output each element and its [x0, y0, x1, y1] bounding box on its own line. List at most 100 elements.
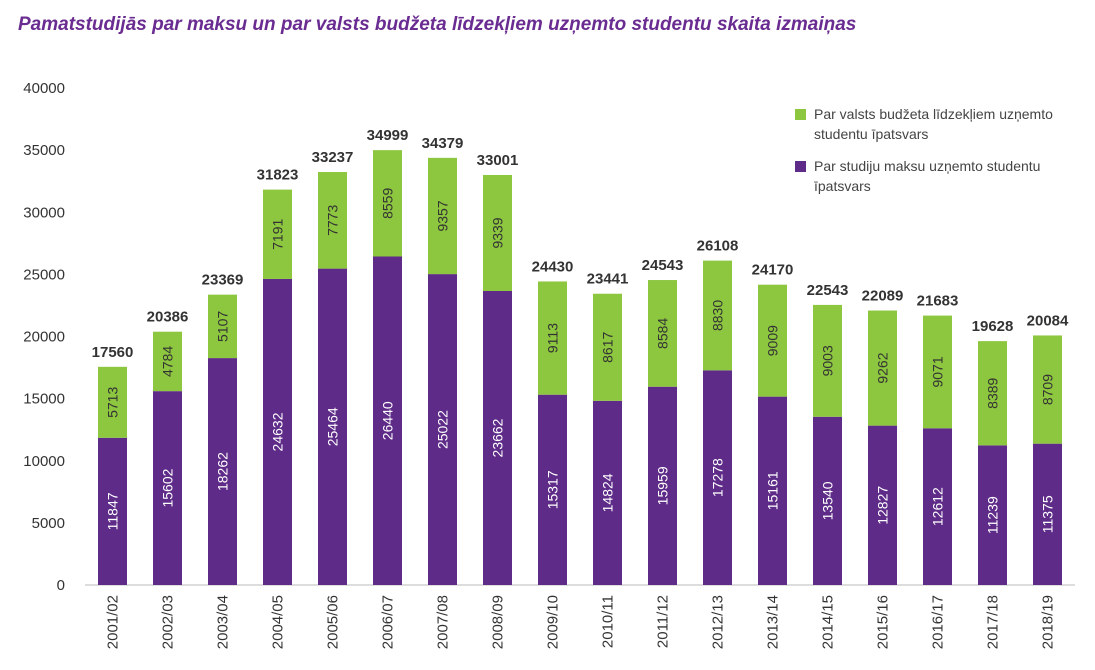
total-label: 33001 [477, 152, 519, 169]
chart-title: Pamatstudijās par maksu un par valsts bu… [18, 14, 856, 35]
total-label: 34379 [422, 135, 464, 152]
x-tick-label: 2013/14 [765, 595, 782, 649]
legend-item: Par studiju maksu uzņemto studentu īpats… [795, 156, 1055, 196]
y-tick-label: 0 [57, 577, 65, 594]
value-label: 12612 [930, 487, 946, 526]
bar-segment [263, 189, 292, 279]
value-label: 11847 [105, 492, 121, 530]
value-label: 8830 [710, 300, 726, 331]
x-tick-label: 2016/17 [930, 595, 947, 649]
value-label: 9262 [875, 352, 891, 383]
y-tick-label: 20000 [23, 329, 65, 346]
y-tick-label: 25000 [23, 266, 65, 283]
value-label: 9113 [545, 323, 561, 353]
bar-segment [538, 281, 567, 395]
legend-label: Par studiju maksu uzņemto studentu īpats… [814, 158, 1041, 194]
legend-item: Par valsts budžeta līdzekļiem uzņemto st… [795, 104, 1055, 144]
total-label: 31823 [257, 167, 299, 184]
value-label: 15602 [160, 468, 176, 507]
value-label: 9071 [930, 356, 946, 387]
bar-segment [373, 150, 402, 257]
bar-segment [263, 278, 292, 585]
bar-segment [593, 293, 622, 401]
value-label: 9339 [490, 217, 506, 248]
bar-segment [208, 358, 237, 585]
x-tick-label: 2014/15 [820, 595, 837, 649]
y-tick-label: 40000 [23, 80, 65, 97]
x-tick-label: 2018/19 [1040, 595, 1057, 649]
value-label: 13540 [820, 481, 836, 520]
total-label: 20386 [147, 309, 189, 326]
total-label: 22089 [862, 288, 904, 305]
value-label: 25022 [435, 410, 451, 449]
x-tick-label: 2011/12 [655, 595, 672, 648]
x-tick-label: 2006/07 [380, 595, 397, 649]
total-label: 19628 [972, 318, 1014, 335]
x-tick-label: 2012/13 [710, 595, 727, 649]
value-label: 11239 [985, 496, 1001, 534]
total-label: 24543 [642, 257, 684, 274]
total-label: 23369 [202, 272, 244, 289]
bar-segment [318, 172, 347, 269]
x-tick-label: 2001/02 [105, 595, 122, 649]
bar-segment [868, 425, 897, 585]
value-label: 26440 [380, 401, 396, 440]
value-label: 7191 [270, 218, 286, 249]
bar-segment [758, 396, 787, 585]
value-label: 24632 [270, 412, 286, 451]
value-label: 25464 [325, 407, 341, 446]
bar-segment [208, 294, 237, 359]
total-label: 26108 [697, 238, 739, 255]
value-label: 12827 [875, 486, 891, 525]
bar-segment [428, 274, 457, 585]
legend-swatch [795, 161, 806, 172]
value-label: 8709 [1040, 374, 1056, 405]
x-tick-label: 2015/16 [875, 595, 892, 649]
y-tick-label: 15000 [23, 391, 65, 408]
legend: Par valsts budžeta līdzekļiem uzņemto st… [795, 104, 1055, 208]
value-label: 11375 [1040, 495, 1056, 533]
x-tick-label: 2007/08 [435, 595, 452, 649]
bar-segment [648, 280, 677, 387]
bar-segment [868, 310, 897, 426]
bar-segment [153, 331, 182, 392]
value-label: 15317 [545, 470, 561, 509]
total-label: 23441 [587, 271, 629, 288]
bar-segment [483, 174, 512, 291]
bar-segment [593, 400, 622, 585]
value-label: 9003 [820, 345, 836, 376]
value-label: 15959 [655, 466, 671, 505]
bar-segment [428, 157, 457, 275]
total-label: 17560 [92, 344, 134, 361]
value-label: 5107 [215, 311, 231, 342]
bar-segment [758, 284, 787, 397]
bar-segment [538, 394, 567, 585]
total-label: 22543 [807, 282, 849, 299]
y-tick-label: 35000 [23, 142, 65, 159]
total-label: 24170 [752, 262, 794, 279]
value-label: 9357 [435, 200, 451, 231]
x-tick-label: 2008/09 [490, 595, 507, 649]
x-tick-label: 2002/03 [160, 595, 177, 649]
y-tick-label: 30000 [23, 204, 65, 221]
value-label: 17278 [710, 458, 726, 497]
bar-segment [923, 315, 952, 429]
bar-segment [978, 341, 1007, 446]
value-label: 14824 [600, 473, 616, 512]
bar-segment [373, 256, 402, 585]
legend-swatch [795, 109, 806, 120]
x-tick-label: 2003/04 [215, 595, 232, 649]
bar-segment [813, 416, 842, 585]
bar-segment [318, 268, 347, 585]
total-label: 34999 [367, 127, 409, 144]
x-tick-label: 2009/10 [545, 595, 562, 649]
value-label: 8389 [985, 377, 1001, 408]
bar-segment [1033, 443, 1062, 585]
value-label: 18262 [215, 452, 231, 491]
value-label: 8559 [380, 188, 396, 219]
value-label: 8584 [655, 318, 671, 349]
total-label: 20084 [1027, 312, 1069, 329]
x-tick-label: 2005/06 [325, 595, 342, 649]
